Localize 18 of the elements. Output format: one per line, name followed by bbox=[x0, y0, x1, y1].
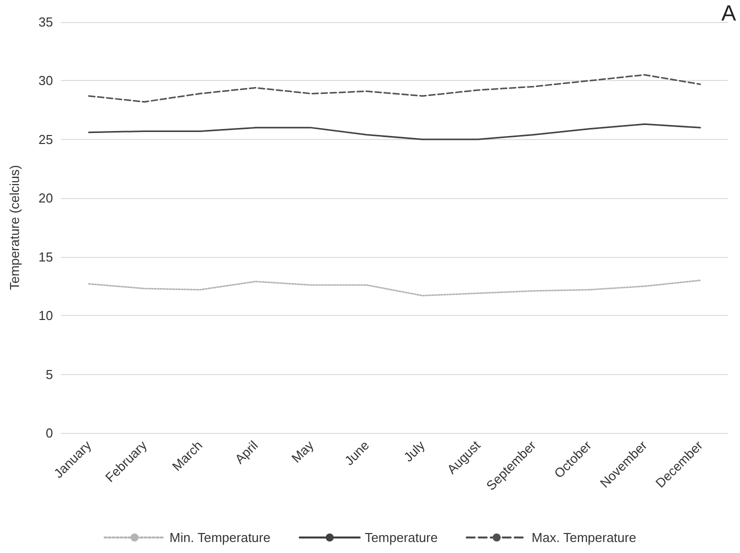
line-series bbox=[88, 74, 701, 103]
legend-label: Max. Temperature bbox=[532, 530, 636, 545]
y-tick-label: 25 bbox=[38, 132, 53, 147]
y-tick-label: 10 bbox=[38, 308, 53, 324]
y-tick-label: 15 bbox=[38, 249, 53, 264]
y-tick-label: 30 bbox=[38, 73, 53, 88]
y-tick-label: 35 bbox=[38, 14, 53, 30]
legend-label: Temperature bbox=[364, 530, 438, 545]
y-tick-label: 5 bbox=[46, 366, 53, 382]
line-series bbox=[88, 123, 701, 140]
y-tick-label: 0 bbox=[46, 426, 53, 440]
x-tick-label: July bbox=[400, 437, 428, 465]
annotation: A bbox=[721, 0, 736, 26]
line-series bbox=[88, 280, 701, 296]
x-tick-label: May bbox=[288, 437, 317, 466]
y-axis-title: Temperature (celcius) bbox=[7, 165, 22, 290]
legend-label: Min. Temperature bbox=[170, 530, 270, 545]
y-tick-label: 20 bbox=[38, 190, 53, 206]
